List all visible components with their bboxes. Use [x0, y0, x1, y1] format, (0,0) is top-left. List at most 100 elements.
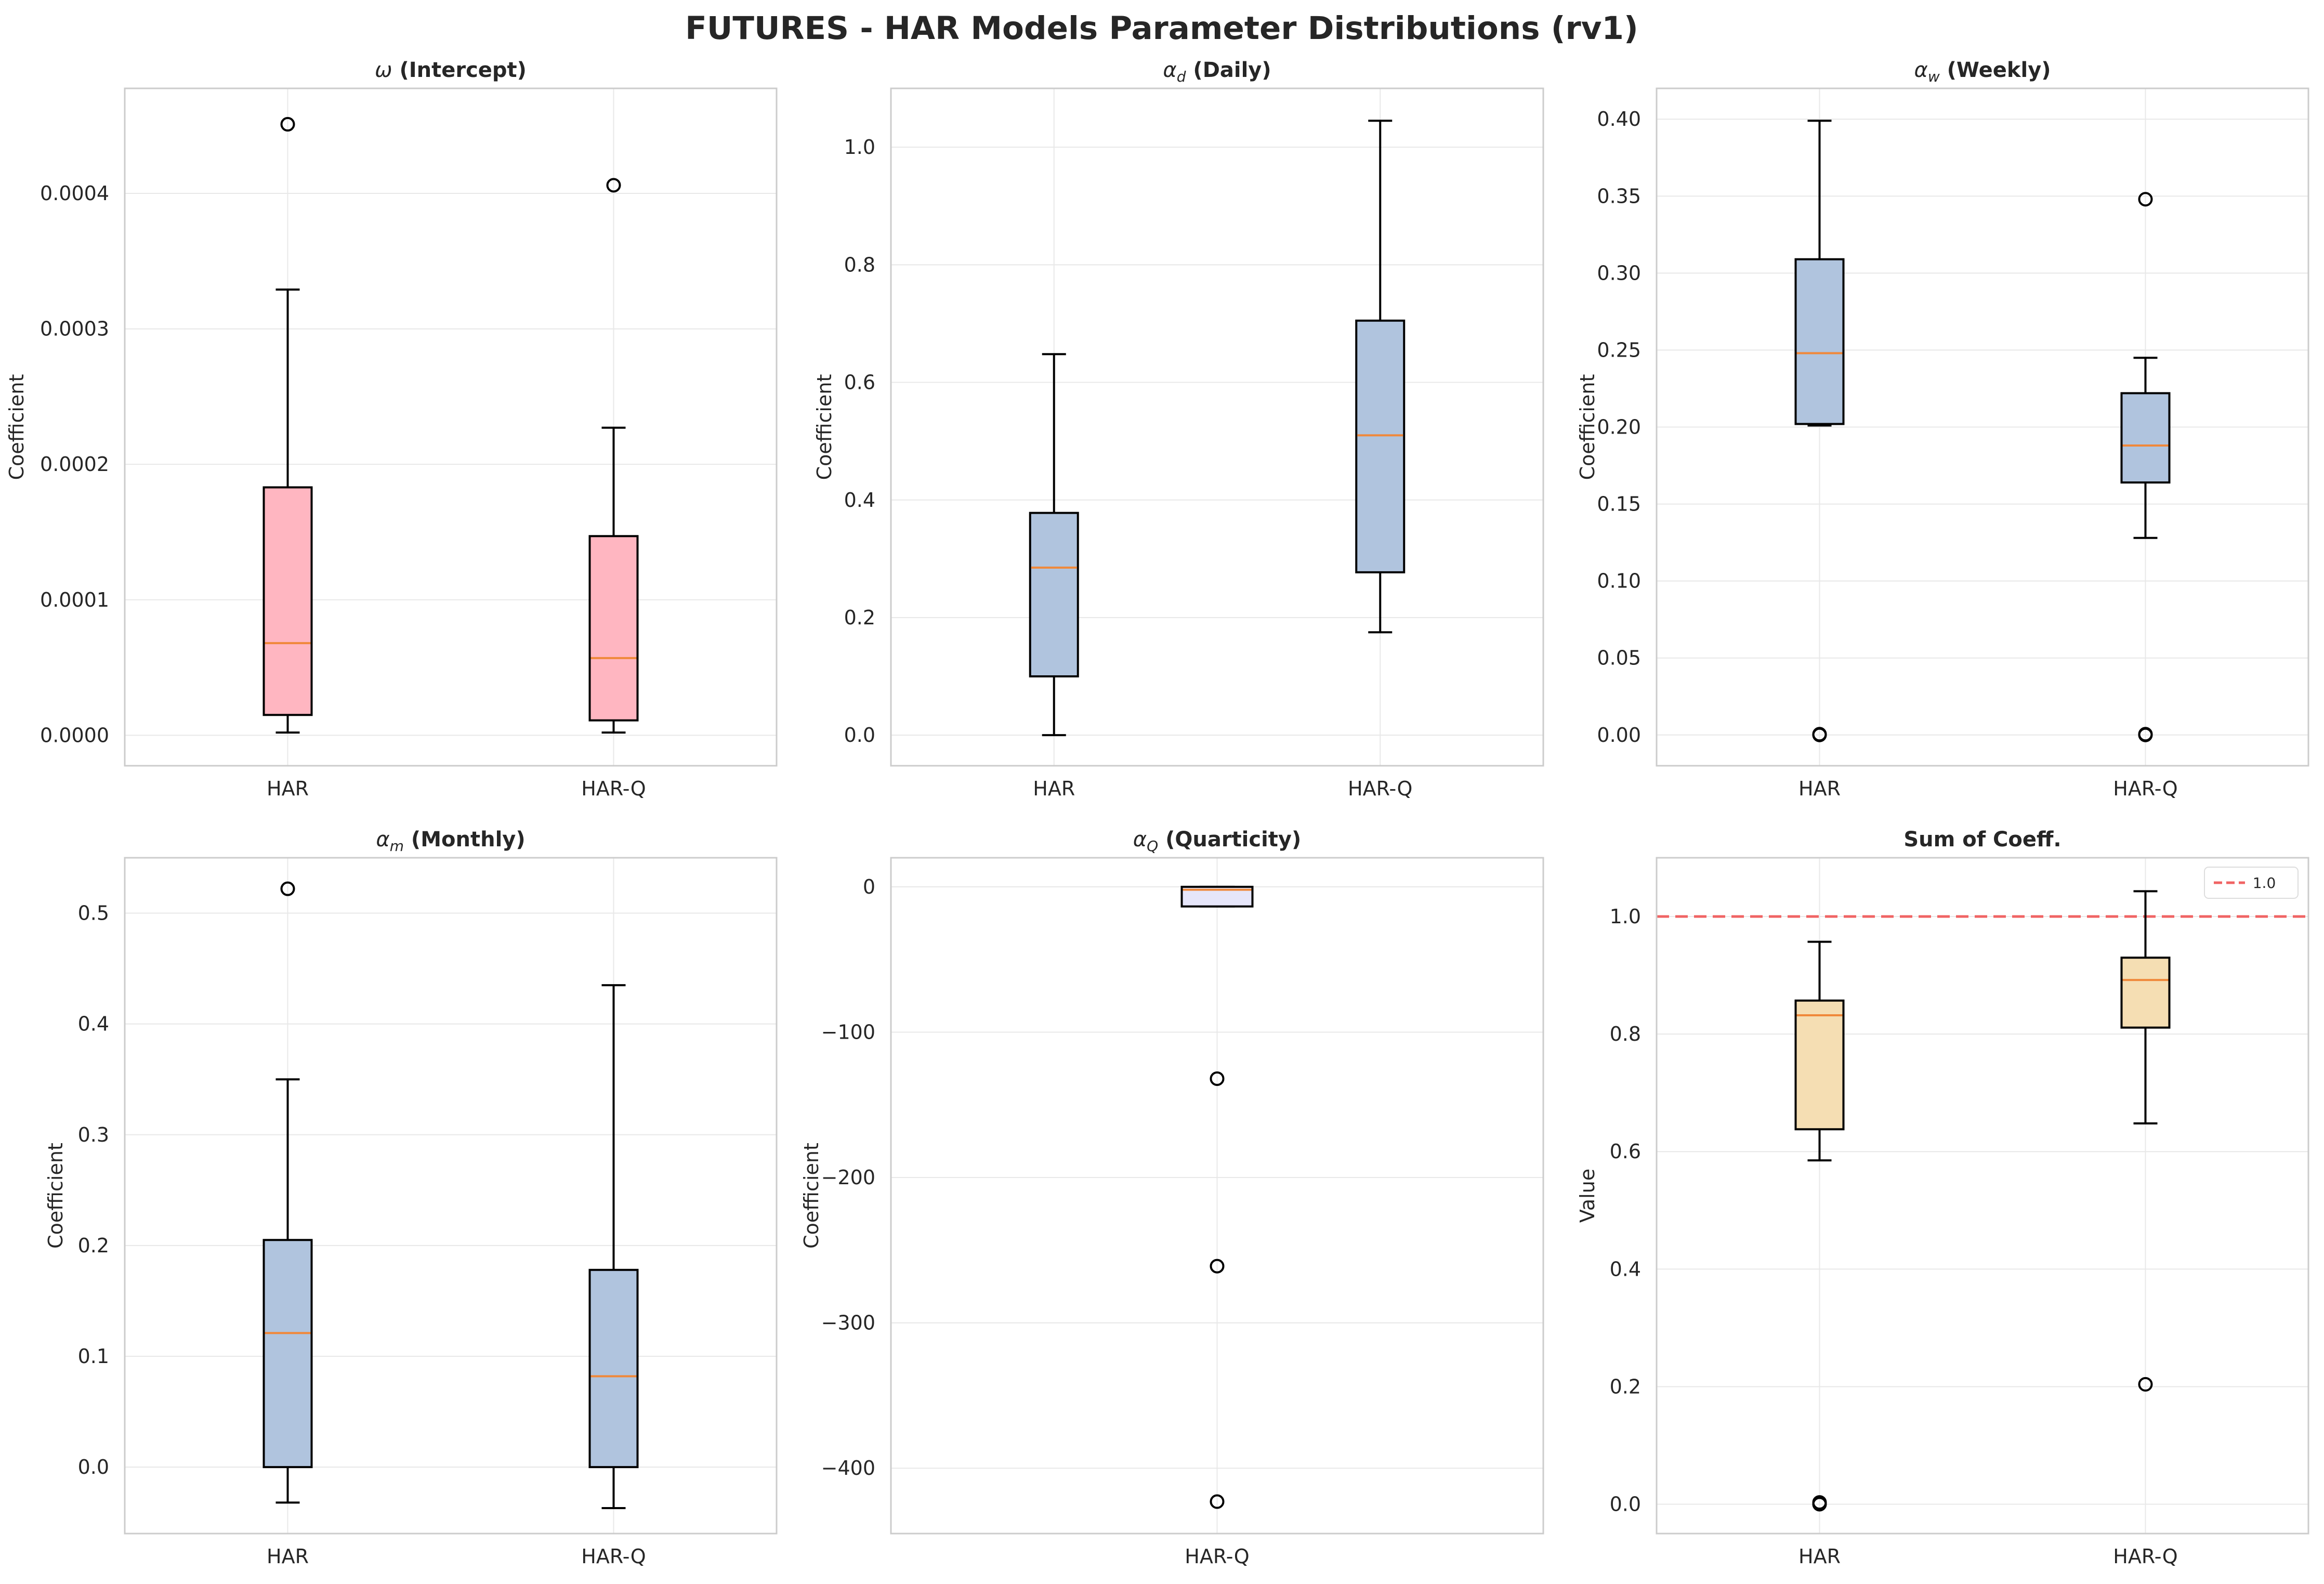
y-tick-label: −300: [821, 1312, 875, 1334]
y-axis-label: Coefficient: [44, 1143, 67, 1249]
x-tick-label: HAR-Q: [581, 777, 646, 800]
panel-title: ω (Intercept): [375, 58, 527, 82]
box-iqr: [1029, 512, 1079, 678]
axes-frame: [1656, 87, 2309, 767]
title-symbol: α: [1914, 58, 1927, 82]
panel-1: 0.0000 0.0001 0.0002 0.0003 0.0004 HAR HAR-Q Co…: [5, 58, 778, 800]
title-symbol: α: [1163, 58, 1176, 82]
outlier-point: [280, 117, 295, 132]
y-axis-label: Coefficient: [813, 374, 836, 480]
y-tick-label: 0.8: [844, 253, 875, 276]
y-tick-label: 0.2: [844, 606, 875, 629]
box-iqr: [2120, 392, 2171, 484]
box-har: [1794, 940, 1845, 1512]
box-har-q: [588, 984, 639, 1509]
box-iqr: [1355, 319, 1406, 573]
y-axis-label: Coefficient: [5, 374, 28, 480]
title-subscript: w: [1928, 68, 1940, 85]
y-tick-label: 0.0: [844, 724, 875, 747]
panel-3: 0.00 0.05 0.10 0.15 0.20 0.25 0.30 0.35 0.40 HAR H…: [1576, 58, 2309, 800]
box-har: [1794, 120, 1845, 742]
y-tick-label: 0.3: [78, 1123, 109, 1146]
title-text: (Daily): [1186, 58, 1271, 82]
x-tick-label: HAR: [1798, 777, 1841, 800]
y-tick-label: 0.10: [1597, 570, 1641, 593]
y-tick-label: 0.5: [78, 902, 109, 925]
box-har: [262, 117, 313, 734]
y-tick-label: 0.0001: [40, 588, 109, 611]
outlier-point: [1812, 727, 1827, 742]
box-har-q: [1355, 120, 1406, 634]
y-tick-label: 0.6: [844, 371, 875, 394]
box-iqr: [2120, 957, 2171, 1029]
y-tick-label: 0.0: [78, 1456, 109, 1478]
panel-2: 0.0 0.2 0.4 0.6 0.8 1.0 HAR HAR-Q Coefficient αd …: [813, 58, 1544, 800]
box-iqr: [588, 535, 639, 722]
y-tick-label: 0.15: [1597, 493, 1641, 516]
y-axis-label: Value: [1576, 1169, 1599, 1223]
y-tick-label: −100: [821, 1020, 875, 1043]
panel-title: αw (Weekly): [1914, 58, 2051, 85]
title-text: (Weekly): [1940, 58, 2051, 82]
y-tick-label: 0.0000: [40, 724, 109, 747]
figure-title: FUTURES - HAR Models Parameter Distribut…: [685, 10, 1638, 47]
x-tick-label: HAR-Q: [1348, 777, 1412, 800]
y-tick-label: −400: [821, 1457, 875, 1480]
axes-frame: [890, 87, 1544, 767]
panel-title: αQ (Quarticity): [1133, 828, 1302, 855]
legend-label: 1.0: [2253, 874, 2276, 892]
axes-frame: [124, 857, 778, 1535]
x-tick-label: HAR: [1033, 777, 1075, 800]
y-tick-label: −200: [821, 1166, 875, 1189]
y-tick-label: 0.20: [1597, 416, 1641, 439]
x-tick-label: HAR-Q: [581, 1545, 646, 1568]
box-iqr: [262, 1239, 313, 1469]
y-tick-label: 0.0004: [40, 182, 109, 205]
title-symbol: α: [376, 828, 389, 852]
panel-5: 0 −100 −200 −300 −400 HAR-Q Coefficient αQ (Qua…: [800, 828, 1544, 1568]
y-tick-label: 0.0: [1610, 1493, 1641, 1515]
y-axis-label: Coefficient: [800, 1143, 823, 1249]
y-tick-label: 0.0002: [40, 453, 109, 476]
legend: 1.0: [2204, 867, 2299, 899]
outlier-point: [2138, 727, 2153, 742]
outlier-point: [280, 881, 295, 896]
title-text: (Quarticity): [1158, 828, 1301, 852]
x-tick-label: HAR-Q: [2113, 1545, 2177, 1568]
outlier-point: [1210, 1494, 1225, 1509]
title-symbol: α: [1133, 828, 1147, 852]
y-tick-label: 0.35: [1597, 185, 1641, 207]
panel-title: αm (Monthly): [376, 828, 525, 855]
title-subscript: Q: [1147, 837, 1158, 855]
y-tick-label: 0: [863, 875, 875, 898]
y-tick-label: 0.40: [1597, 108, 1641, 130]
y-tick-label: 0.2: [1610, 1375, 1641, 1398]
axes-frame: [1656, 857, 2309, 1535]
outlier-point: [1210, 1259, 1225, 1274]
title-text: (Intercept): [392, 58, 527, 82]
box-har-q: [588, 178, 639, 734]
y-axis-label: Coefficient: [1576, 374, 1599, 480]
outlier-point: [1812, 1495, 1827, 1510]
panel-title: αd (Daily): [1163, 58, 1271, 85]
y-tick-label: 0.05: [1597, 647, 1641, 670]
outlier-point: [2138, 1377, 2153, 1392]
y-tick-label: 0.4: [78, 1013, 109, 1036]
outlier-point: [606, 178, 621, 193]
box-iqr: [588, 1268, 639, 1469]
box-har-q: [2120, 890, 2171, 1392]
box-har-q: [1180, 885, 1254, 1509]
y-tick-label: 0.0003: [40, 318, 109, 341]
box-har-q: [2120, 192, 2171, 742]
y-tick-label: 0.2: [78, 1234, 109, 1257]
title-subscript: m: [390, 837, 404, 855]
x-tick-label: HAR-Q: [2113, 777, 2177, 800]
outlier-point: [2138, 192, 2153, 207]
y-tick-label: 1.0: [844, 136, 875, 159]
y-tick-label: 0.6: [1610, 1140, 1641, 1163]
title-symbol: ω: [375, 58, 392, 82]
x-tick-label: HAR: [267, 1545, 309, 1568]
panels: 0.0000 0.0001 0.0002 0.0003 0.0004 HAR HAR-Q Co…: [5, 58, 2309, 1568]
title-text: (Monthly): [404, 828, 526, 852]
